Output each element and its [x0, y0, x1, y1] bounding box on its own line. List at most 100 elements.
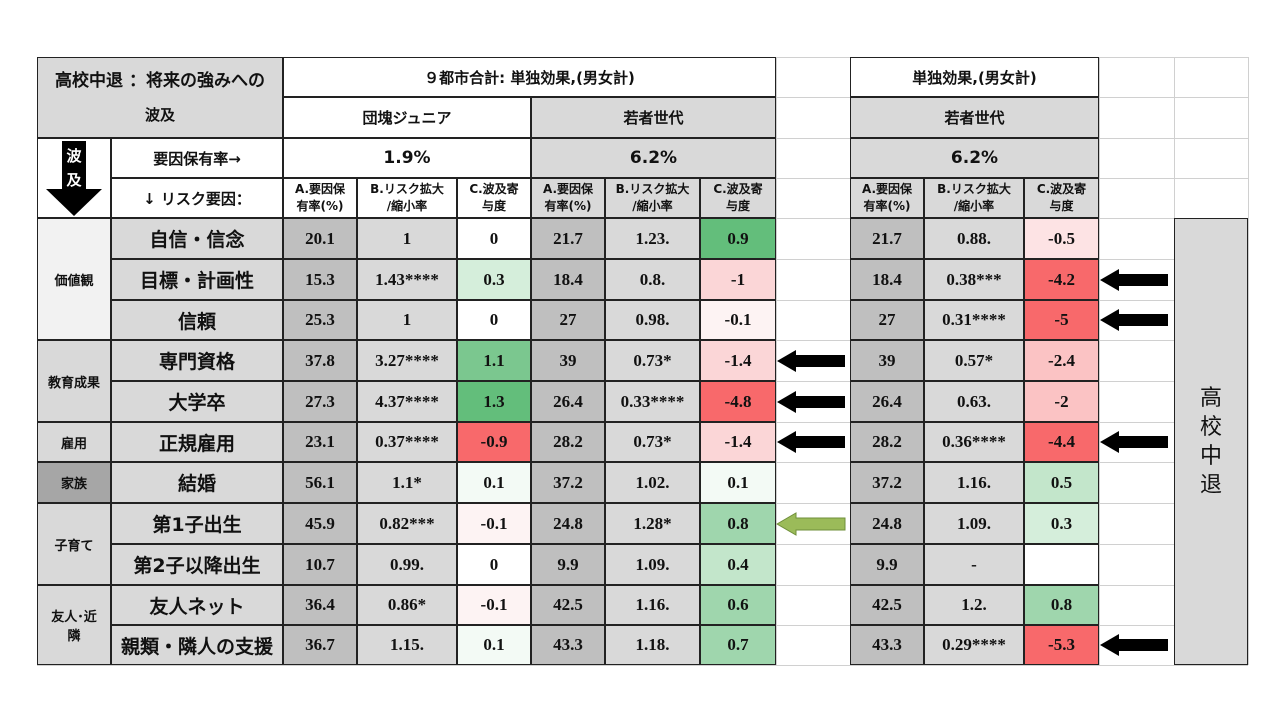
value-cell: 27 — [850, 300, 924, 340]
left-arrow-icon — [777, 390, 845, 413]
row-item-label: 第2子以降出生 — [111, 544, 283, 585]
left-arrow-icon — [1100, 309, 1168, 331]
contribution-cell: -2 — [1024, 381, 1099, 422]
left-arrow-icon — [1100, 268, 1168, 291]
value-cell: 37.8 — [283, 340, 357, 381]
contribution-cell: 0.5 — [1024, 462, 1099, 503]
wave-arrow-cell: 波及 — [37, 138, 111, 218]
contribution-cell: 0.1 — [457, 462, 531, 503]
value-cell: 0.99. — [357, 544, 457, 585]
value-cell: 39 — [850, 340, 924, 381]
contribution-cell: 0.3 — [457, 259, 531, 300]
contribution-cell: -2.4 — [1024, 340, 1099, 381]
value-cell: 42.5 — [531, 585, 605, 625]
right-section-header: 単独効果,(男女計) — [850, 57, 1099, 97]
contribution-cell: 1.3 — [457, 381, 531, 422]
value-cell: 1.02. — [605, 462, 700, 503]
column-header: B.リスク拡大/縮小率 — [605, 178, 700, 218]
category-label: 子育て — [37, 503, 111, 585]
row-item-label: 正規雇用 — [111, 422, 283, 462]
value-cell: 0.73* — [605, 340, 700, 381]
column-header: C.波及寄 与度 — [700, 178, 776, 218]
value-cell: 20.1 — [283, 218, 357, 259]
value-cell: 0.86* — [357, 585, 457, 625]
left-arrow-icon — [1100, 431, 1168, 453]
contribution-cell: -0.5 — [1024, 218, 1099, 259]
group-header-young: 若者世代 — [531, 97, 776, 138]
value-cell: 1.18. — [605, 625, 700, 665]
value-cell: 56.1 — [283, 462, 357, 503]
row-item-label: 友人ネット — [111, 585, 283, 625]
value-cell: 43.3 — [850, 625, 924, 665]
value-cell: 37.2 — [850, 462, 924, 503]
value-cell: 28.2 — [531, 422, 605, 462]
contribution-cell: 0.7 — [700, 625, 776, 665]
rate-young-right: 6.2% — [850, 138, 1099, 178]
value-cell: 28.2 — [850, 422, 924, 462]
value-cell: 18.4 — [850, 259, 924, 300]
contribution-cell: -5 — [1024, 300, 1099, 340]
page-title: 高校中退 ：将来の強みへの 波及 — [37, 57, 283, 138]
contribution-cell: -1.4 — [700, 340, 776, 381]
value-cell: 0.37**** — [357, 422, 457, 462]
value-cell: 3.27**** — [357, 340, 457, 381]
value-cell: 4.37**** — [357, 381, 457, 422]
value-cell: 21.7 — [850, 218, 924, 259]
value-cell: 24.8 — [850, 503, 924, 544]
contribution-cell: 0.6 — [700, 585, 776, 625]
row-item-label: 自信・信念 — [111, 218, 283, 259]
value-cell: 37.2 — [531, 462, 605, 503]
value-cell: 27 — [531, 300, 605, 340]
contribution-cell: -4.4 — [1024, 422, 1099, 462]
grid-line — [776, 57, 777, 665]
contribution-cell: 1.1 — [457, 340, 531, 381]
value-cell: 1.43**** — [357, 259, 457, 300]
left-arrow-icon — [1100, 634, 1168, 656]
left-arrow-icon — [777, 349, 845, 372]
contribution-cell: -5.3 — [1024, 625, 1099, 665]
row-item-label: 親類・隣人の支援 — [111, 625, 283, 665]
category-label: 家族 — [37, 462, 111, 503]
contribution-cell: 0.8 — [1024, 585, 1099, 625]
value-cell: 39 — [531, 340, 605, 381]
left-section-header: ９都市合計: 単独効果,(男女計) — [283, 57, 776, 97]
row-item-label: 専門資格 — [111, 340, 283, 381]
value-cell: 0.82*** — [357, 503, 457, 544]
value-cell: 1.23. — [605, 218, 700, 259]
value-cell: 9.9 — [850, 544, 924, 585]
group-header-dankai: 団塊ジュニア — [283, 97, 531, 138]
value-cell: 0.38*** — [924, 259, 1024, 300]
value-cell: 1.15. — [357, 625, 457, 665]
contribution-cell: -0.1 — [457, 585, 531, 625]
value-cell: 24.8 — [531, 503, 605, 544]
contribution-cell: -4.2 — [1024, 259, 1099, 300]
rate-young: 6.2% — [531, 138, 776, 178]
column-header: A.要因保 有率(%) — [850, 178, 924, 218]
contribution-cell: -1 — [700, 259, 776, 300]
contribution-cell: 0 — [457, 300, 531, 340]
contribution-cell: -4.8 — [700, 381, 776, 422]
contribution-cell: -0.9 — [457, 422, 531, 462]
row-item-label: 信頼 — [111, 300, 283, 340]
value-cell: 15.3 — [283, 259, 357, 300]
row-item-label: 目標・計画性 — [111, 259, 283, 300]
value-cell: 18.4 — [531, 259, 605, 300]
value-cell: 9.9 — [531, 544, 605, 585]
value-cell: 1.28* — [605, 503, 700, 544]
contribution-cell: 0.9 — [700, 218, 776, 259]
column-header: B.リスク拡大/縮小率 — [357, 178, 457, 218]
contribution-cell: 0.3 — [1024, 503, 1099, 544]
value-cell: 1.16. — [605, 585, 700, 625]
left-arrow-icon — [776, 511, 846, 536]
risk-factor-label: ↓ リスク要因： — [111, 178, 283, 218]
value-cell: 0.31**** — [924, 300, 1024, 340]
value-cell: 0.57* — [924, 340, 1024, 381]
value-cell: 0.98. — [605, 300, 700, 340]
value-cell: 0.63. — [924, 381, 1024, 422]
contribution-cell: -1.4 — [700, 422, 776, 462]
category-label: 友人･近 隣 — [37, 585, 111, 665]
value-cell: 1.16. — [924, 462, 1024, 503]
grid-line — [1099, 57, 1100, 665]
factor-rate-label: 要因保有率→ — [111, 138, 283, 178]
svg-text:波: 波 — [66, 147, 82, 165]
